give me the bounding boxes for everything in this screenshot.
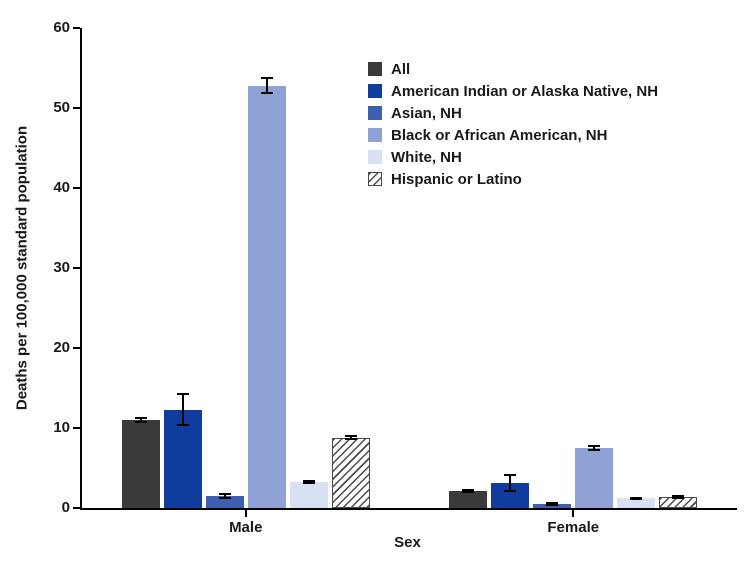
legend-item-white-nh: White, NH: [368, 146, 658, 168]
error-bar-cap-bottom: [462, 491, 475, 494]
legend-item-asian-nh: Asian, NH: [368, 102, 658, 124]
bar-male-black-or-african-american-nh: [247, 85, 286, 508]
bar-male-american-indian-or-alaska-native-nh: [163, 409, 202, 508]
bar-female-all: [449, 491, 488, 508]
legend-label: Asian, NH: [391, 104, 462, 122]
error-bar-cap-bottom: [588, 448, 601, 451]
error-bar: [593, 446, 596, 450]
y-axis-tick: [73, 107, 80, 109]
legend-item-all: All: [368, 58, 658, 80]
error-bar-cap-top: [546, 501, 559, 504]
error-bar-cap-bottom: [302, 482, 315, 485]
legend-swatch-american-indian-or-alaska-native-nh: [368, 84, 382, 98]
y-axis-title: Deaths per 100,000 standard population: [13, 125, 31, 411]
legend-swatch-asian-nh: [368, 106, 382, 120]
y-axis-tick: [73, 507, 80, 509]
y-tick-label: 0: [61, 499, 70, 516]
bar-male-all: [121, 420, 160, 508]
bar-male-asian-nh: [205, 496, 244, 508]
error-bar-cap-top: [504, 474, 517, 477]
error-bar: [509, 475, 512, 492]
y-tick-label: 20: [53, 339, 70, 356]
x-axis-tick: [244, 510, 247, 517]
x-category-label-male: Male: [229, 519, 263, 536]
y-axis-tick: [73, 347, 80, 349]
bar-male-hispanic-or-latino: [331, 437, 370, 508]
legend-swatch-black-or-african-american-nh: [368, 128, 382, 142]
legend-label: American Indian or Alaska Native, NH: [391, 82, 659, 100]
legend-item-black-or-african-american-nh: Black or African American, NH: [368, 124, 658, 146]
error-bar-cap-bottom: [546, 504, 559, 507]
legend-item-american-indian-or-alaska-native-nh: American Indian or Alaska Native, NH: [368, 80, 658, 102]
error-bar: [467, 490, 470, 493]
legend-label: White, NH: [391, 148, 462, 166]
legend-item-hispanic-or-latino: Hispanic or Latino: [368, 168, 658, 190]
error-bar-cap-top: [462, 489, 475, 491]
plot-area: 0 10 20 30 40 50 60 Male Female: [53, 19, 737, 536]
error-bar-cap-bottom: [630, 498, 643, 501]
bar-female-black-or-african-american-nh: [575, 448, 614, 508]
y-tick-label: 40: [53, 179, 70, 196]
error-bar-cap-bottom: [672, 496, 685, 499]
error-bar-cap-top: [218, 493, 231, 496]
error-bar-cap-top: [588, 445, 601, 448]
legend: All American Indian or Alaska Native, NH A…: [368, 58, 658, 190]
y-tick-label: 30: [53, 259, 70, 276]
error-bar: [265, 78, 268, 93]
y-axis-tick: [73, 427, 80, 429]
error-bar-cap-bottom: [176, 423, 189, 426]
y-axis-tick: [73, 267, 80, 269]
legend-label: All: [391, 60, 411, 78]
y-tick-label: 10: [53, 419, 70, 436]
y-axis-tick: [73, 187, 80, 189]
error-bar-cap-top: [302, 480, 315, 483]
error-bar-cap-bottom: [504, 490, 517, 493]
error-bar: [139, 418, 142, 422]
x-category-label-female: Female: [547, 519, 600, 536]
y-tick-label: 60: [53, 19, 70, 36]
y-axis-tick: [73, 27, 80, 29]
error-bar: [223, 494, 226, 498]
error-bar-cap-top: [176, 393, 189, 396]
error-bar-cap-top: [260, 77, 273, 80]
y-tick-label: 50: [53, 99, 70, 116]
error-bar-cap-bottom: [134, 421, 147, 423]
legend-swatch-hispanic-or-latino: [368, 172, 382, 186]
bar-female-white-nh: [617, 498, 656, 508]
error-bar-cap-top: [134, 417, 147, 419]
error-bar-cap-top: [344, 435, 357, 437]
x-axis-tick: [572, 510, 575, 517]
legend-label: Black or African American, NH: [391, 126, 608, 144]
error-bar-cap-bottom: [344, 438, 357, 441]
error-bar-cap-top: [672, 494, 685, 497]
error-bar: [551, 502, 554, 506]
error-bar: [181, 394, 184, 425]
error-bar-cap-top: [630, 496, 643, 499]
legend-label: Hispanic or Latino: [391, 170, 522, 188]
error-bar: [349, 436, 352, 440]
legend-swatch-white-nh: [368, 150, 382, 164]
error-bar-cap-bottom: [260, 91, 273, 94]
error-bar-cap-bottom: [218, 496, 231, 499]
x-axis-title: Sex: [394, 534, 421, 551]
legend-swatch-all: [368, 62, 382, 76]
bar-male-white-nh: [289, 482, 328, 508]
